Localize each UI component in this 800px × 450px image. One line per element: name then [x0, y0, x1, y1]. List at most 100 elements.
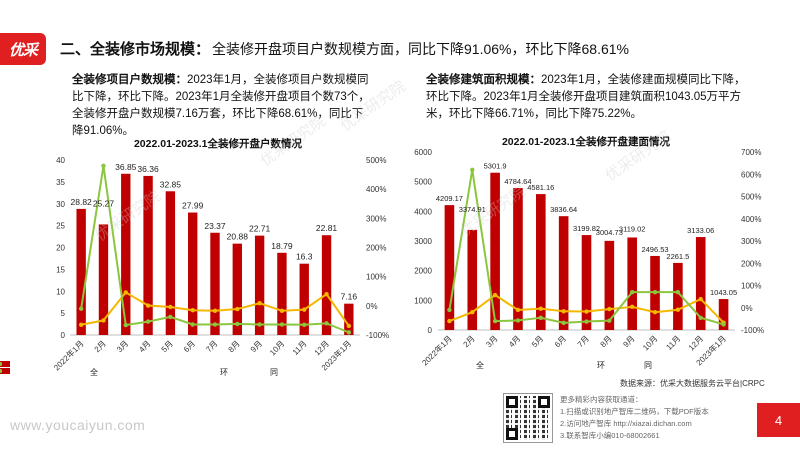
area-right-tick-label: 600%	[741, 170, 761, 179]
area-huanbi-point	[607, 306, 612, 312]
area-category-label: 4月	[507, 334, 522, 349]
area-chart-title: 2022.01-2023.1全装修开盘建面情况	[502, 135, 671, 148]
households-bar-data-label: 32.85	[160, 179, 182, 189]
area-bar-data-label: 5301.9	[484, 162, 507, 171]
area-summary: 全装修建筑面积规模：2023年1月，全装修建面规模同比下降，环比下降。2023年…	[426, 72, 756, 123]
area-summary-lead: 全装修建筑面积规模：	[426, 74, 541, 86]
households-huanbi-point	[346, 323, 352, 329]
brand-logo: 优采	[0, 33, 46, 65]
households-bar	[254, 235, 265, 335]
area-tongbi-point	[447, 307, 452, 313]
area-category-label: 2022年1月	[420, 333, 454, 367]
area-tongbi-point	[584, 319, 589, 324]
households-bar-data-label: 28.82	[71, 197, 93, 207]
households-bar-data-label: 25.27	[93, 198, 115, 208]
area-bar-data-label: 3374.91	[459, 205, 486, 214]
households-huanbi-point	[78, 322, 84, 327]
households-right-tick-label: 200%	[366, 244, 386, 253]
households-left-tick-label: 35	[56, 178, 65, 187]
households-category-label: 10月	[268, 339, 286, 357]
more-info-line: 3.联系智库小编010-68002661	[560, 431, 660, 440]
area-bar	[604, 240, 615, 330]
households-bar	[232, 243, 242, 335]
area-left-tick-label: 2000	[414, 267, 432, 276]
households-tongbi-point	[101, 163, 106, 169]
area-category-label: 11月	[664, 334, 682, 352]
area-left-tick-label: 3000	[414, 237, 432, 246]
area-bar	[444, 205, 455, 330]
more-info-title: 更多精彩内容获取通道：	[560, 395, 643, 404]
area-bar	[581, 235, 592, 330]
households-left-tick-label: 30	[56, 200, 65, 209]
area-bar-data-label: 4784.64	[504, 177, 531, 186]
area-left-tick-label: 0	[428, 326, 433, 335]
households-tongbi-point	[212, 322, 218, 327]
area-right-tick-label: 700%	[741, 148, 761, 157]
more-info: 更多精彩内容获取通道： 1.扫描或识别地产智库二维码，下载PDF版本 2.访问地…	[560, 394, 709, 442]
more-info-line: 1.扫描或识别地产智库二维码，下载PDF版本	[560, 407, 709, 416]
households-category-label: 12月	[313, 339, 331, 357]
households-bar-data-label: 18.79	[271, 241, 293, 251]
households-chart-title: 2022.01-2023.1全装修开盘户数情况	[134, 137, 303, 150]
households-bar-data-label: 27.99	[182, 201, 204, 211]
data-source: 数据来源：优采大数据服务云平台|CRPC	[620, 379, 765, 388]
households-right-tick-label: 500%	[366, 156, 386, 165]
area-bar-data-label: 4581.16	[527, 183, 554, 192]
households-category-label: 7月	[204, 339, 219, 354]
households-huanbi-point	[279, 308, 285, 313]
area-huanbi-point	[652, 310, 658, 315]
households-bar-data-label: 7.16	[341, 292, 358, 302]
households-bar	[299, 263, 309, 335]
area-bar-data-label: 2496.53	[641, 245, 668, 254]
area-huanbi-point	[492, 292, 498, 298]
area-right-tick-label: 200%	[741, 259, 761, 268]
area-right-tick-label: 0%	[741, 304, 753, 313]
households-summary-body: 2023年1月，全装修项目户数规模同比下降，环比下降。2023年1月全装修开盘项…	[72, 74, 370, 137]
area-left-tick-label: 4000	[414, 207, 432, 216]
households-category-label: 2月	[93, 339, 108, 354]
households-left-tick-label: 15	[56, 265, 65, 274]
area-tongbi-point	[652, 289, 658, 295]
households-huanbi-point	[190, 308, 195, 313]
area-category-label: 2月	[462, 334, 477, 349]
households-legend-tongbi-marker	[0, 369, 2, 373]
area-bar-data-label: 3133.06	[687, 226, 714, 235]
households-category-label: 3月	[115, 339, 130, 354]
section-title-description: 全装修开盘项目户数规模方面，同比下降91.06%，环比下降68.61%	[212, 41, 629, 57]
households-left-tick-label: 5	[61, 309, 66, 318]
households-tongbi-point	[235, 321, 240, 327]
households-huanbi-point	[168, 304, 173, 310]
households-summary-lead: 全装修项目户数规模：	[72, 74, 187, 86]
area-category-label: 12月	[687, 334, 705, 352]
qr-code[interactable]	[503, 393, 553, 443]
area-right-tick-label: -100%	[741, 326, 764, 335]
area-bar-data-label: 1043.05	[710, 288, 737, 297]
households-bar	[277, 252, 287, 335]
area-bar-data-label: 3836.64	[550, 205, 577, 214]
households-bar	[188, 212, 198, 335]
area-bar	[718, 299, 729, 330]
area-bar	[490, 172, 500, 330]
area-tongbi-point	[538, 315, 544, 320]
more-info-line[interactable]: 2.访问地产智库 http://xiazai.dichan.com	[560, 419, 692, 428]
area-category-label: 3月	[484, 334, 499, 349]
website-link[interactable]: www.youcaiyun.com	[10, 417, 146, 433]
area-category-label: 6月	[553, 334, 568, 349]
households-left-tick-label: 20	[56, 244, 65, 253]
households-tongbi-point	[78, 306, 84, 311]
area-huanbi-point	[447, 318, 452, 324]
households-bar	[321, 235, 332, 335]
households-tongbi-point	[123, 322, 128, 328]
logo-text: 优采	[8, 41, 38, 59]
area-right-tick-label: 500%	[741, 193, 761, 202]
area-tongbi-point	[721, 322, 726, 327]
area-legend-bar-swatch	[0, 361, 10, 367]
households-right-tick-label: 300%	[366, 214, 386, 223]
households-right-tick-label: 400%	[366, 185, 386, 194]
area-tongbi-point	[698, 315, 703, 320]
households-bar-data-label: 20.88	[227, 232, 249, 242]
area-left-tick-label: 1000	[414, 296, 432, 305]
households-bar	[143, 175, 153, 335]
households-tongbi-point	[190, 322, 195, 327]
